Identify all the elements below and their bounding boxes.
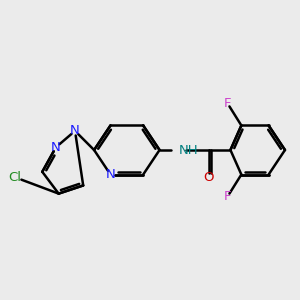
Text: NH: NH — [178, 143, 198, 157]
Text: N: N — [70, 124, 80, 137]
Text: F: F — [224, 97, 232, 110]
Text: N: N — [106, 168, 115, 181]
Text: N: N — [51, 141, 61, 154]
Text: F: F — [224, 190, 232, 203]
Text: O: O — [203, 171, 214, 184]
Text: Cl: Cl — [8, 171, 22, 184]
